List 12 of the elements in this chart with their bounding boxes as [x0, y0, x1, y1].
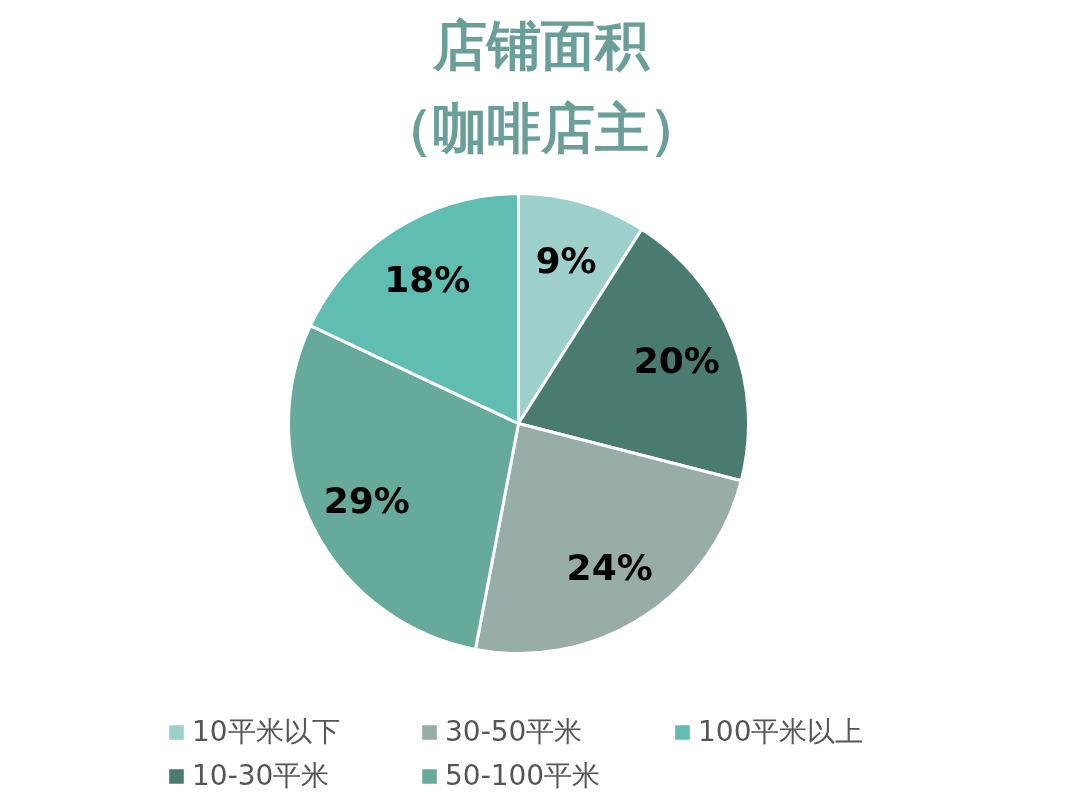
chart-subtitle: （咖啡店主） [378, 97, 703, 160]
data-label: 9% [535, 239, 597, 281]
data-label: 24% [566, 546, 653, 588]
legend-label: 100平米以上 [698, 714, 865, 750]
legend-label: 30-50平米 [445, 714, 584, 750]
legend-label: 10-30平米 [192, 758, 331, 794]
data-label: 29% [323, 480, 410, 522]
legend-label: 10平米以下 [192, 714, 341, 750]
data-label: 20% [633, 340, 720, 382]
data-label: 18% [384, 259, 471, 301]
legend-label: 50-100平米 [445, 758, 602, 794]
chart-title: 店铺面积 [431, 14, 651, 77]
